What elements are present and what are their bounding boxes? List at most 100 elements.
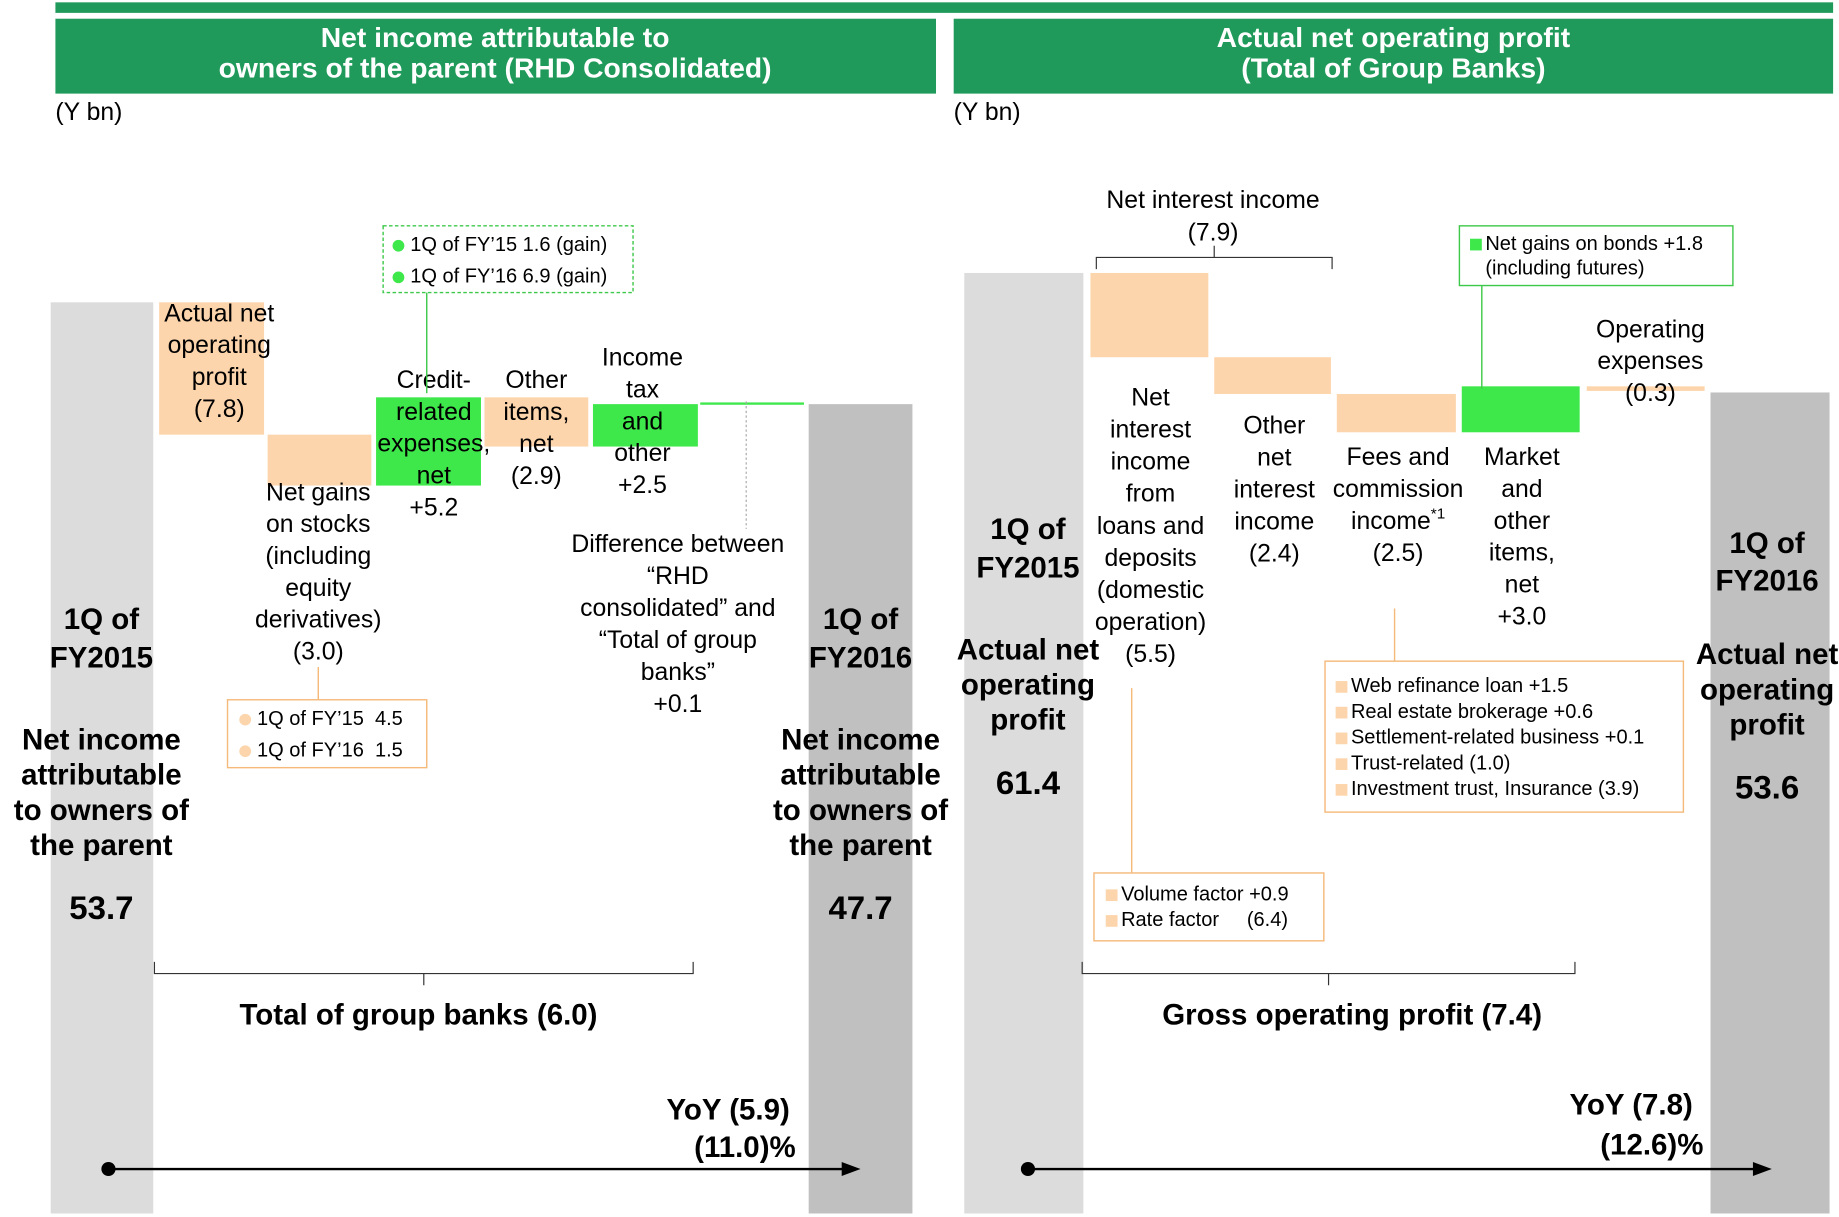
bar — [1710, 392, 1830, 1214]
total-caption: Net income — [781, 724, 940, 757]
total-caption: profit — [990, 704, 1066, 737]
bullet — [1105, 889, 1118, 902]
header-title: (Total of Group Banks) — [1241, 52, 1545, 84]
category-label: net — [1257, 445, 1292, 472]
bar — [376, 397, 481, 486]
total-label: FY2016 — [809, 642, 912, 675]
bar — [159, 302, 265, 435]
value-label: (3.0) — [293, 639, 344, 666]
category-label: Market — [1484, 444, 1560, 471]
category-label: Fees and — [1347, 444, 1450, 471]
value-label: (2.5) — [1373, 540, 1424, 567]
category-label: profit — [192, 364, 247, 391]
category-label: related — [396, 399, 472, 426]
brace-label: Total of group banks (6.0) — [239, 999, 597, 1032]
callout-box — [1093, 872, 1325, 942]
total-caption: Actual net — [1696, 638, 1839, 671]
callout-text: Trust-related (1.0) — [1351, 752, 1511, 774]
category-label: income — [1111, 449, 1191, 476]
unit-label: (Y bn) — [954, 99, 1021, 126]
total-caption: the parent — [30, 829, 173, 862]
header-title: Net income attributable to — [321, 21, 670, 53]
value-label: (0.3) — [1625, 380, 1676, 407]
category-label: derivatives) — [255, 607, 382, 634]
category-label: and — [622, 408, 663, 435]
bullet — [239, 713, 252, 726]
value-label: +3.0 — [1497, 603, 1546, 630]
total-caption: Net income — [22, 724, 181, 757]
yoy-label: YoY (7.8) — [1569, 1089, 1692, 1122]
bullet — [1335, 784, 1348, 796]
total-label: 1Q of — [1729, 527, 1805, 560]
category-label: income — [1234, 509, 1314, 536]
bar — [1461, 386, 1580, 433]
category-label: Operating — [1596, 317, 1705, 344]
callout-text: Web refinance loan +1.5 — [1351, 675, 1568, 697]
callout-text: 1Q of FY’15 1.6 (gain) — [410, 234, 607, 256]
brace-label: Net interest income — [1106, 187, 1319, 214]
bar — [50, 302, 154, 1214]
category-label: net — [417, 463, 452, 490]
bar — [1336, 393, 1456, 433]
value-label: +2.5 — [618, 472, 667, 499]
yoy-label: YoY (5.9) — [666, 1094, 789, 1127]
total-value: 53.7 — [69, 889, 133, 926]
arrow-head — [841, 1162, 861, 1177]
bar — [1586, 386, 1705, 391]
value-label: +5.2 — [409, 494, 458, 521]
category-label: Credit- — [397, 367, 471, 394]
value-label: +0.1 — [653, 691, 702, 718]
category-label: income*1 — [1351, 505, 1445, 535]
arrow-tail — [101, 1162, 116, 1177]
category-label: Net — [1131, 385, 1170, 412]
callout-text: 1Q of FY’16 6.9 (gain) — [410, 266, 607, 288]
total-label: FY2015 — [50, 642, 153, 675]
value-label: (2.4) — [1249, 540, 1300, 567]
category-label: deposits — [1104, 545, 1196, 572]
bar — [808, 404, 913, 1214]
unit-label: (Y bn) — [55, 99, 122, 126]
callout-box — [1324, 660, 1685, 813]
bullet — [1335, 706, 1348, 719]
category-label: “Total of group — [599, 627, 757, 654]
category-label: on stocks — [266, 511, 371, 538]
yoy-label: (12.6)% — [1600, 1129, 1703, 1162]
total-caption: attributable — [21, 759, 181, 792]
top-rule — [55, 2, 1834, 13]
total-value: 47.7 — [828, 889, 892, 926]
category-label: (domestic — [1097, 577, 1204, 604]
category-label: operating — [168, 332, 271, 359]
category-label: “RHD — [647, 563, 709, 590]
category-label: net — [1505, 572, 1540, 599]
category-label: loans and — [1097, 513, 1204, 540]
total-label: 1Q of — [823, 603, 899, 636]
total-caption: operating — [1700, 673, 1834, 706]
category-label: commission — [1333, 476, 1464, 503]
brace — [1095, 245, 1333, 270]
callout-text: 1Q of FY’15 4.5 — [257, 708, 403, 730]
callout-text: Net gains on bonds +1.8 — [1485, 233, 1703, 255]
category-label: Actual net — [164, 300, 274, 327]
yoy-label: (11.0)% — [694, 1131, 796, 1164]
callout-box — [226, 699, 428, 769]
category-label: and — [1501, 476, 1542, 503]
header-box — [953, 18, 1834, 94]
value-label: (5.5) — [1125, 641, 1176, 668]
header-title: Actual net operating profit — [1217, 21, 1571, 53]
bullet — [1335, 732, 1348, 745]
category-label: expenses, — [377, 431, 490, 458]
value-label: (2.9) — [511, 463, 562, 490]
bullet — [1335, 681, 1348, 693]
category-label: operation) — [1095, 609, 1206, 636]
callout-text: Investment trust, Insurance (3.9) — [1351, 778, 1639, 800]
category-label: expenses — [1597, 348, 1703, 375]
category-label: other — [1494, 508, 1550, 535]
category-label: from — [1126, 481, 1175, 508]
category-label: Income — [602, 345, 683, 372]
header-box — [55, 18, 937, 94]
category-label: other — [614, 440, 670, 467]
category-label: Other — [1243, 413, 1305, 440]
bullet — [1470, 238, 1482, 251]
callout-text: 1Q of FY’16 1.5 — [257, 740, 403, 762]
bullet — [1105, 915, 1118, 927]
